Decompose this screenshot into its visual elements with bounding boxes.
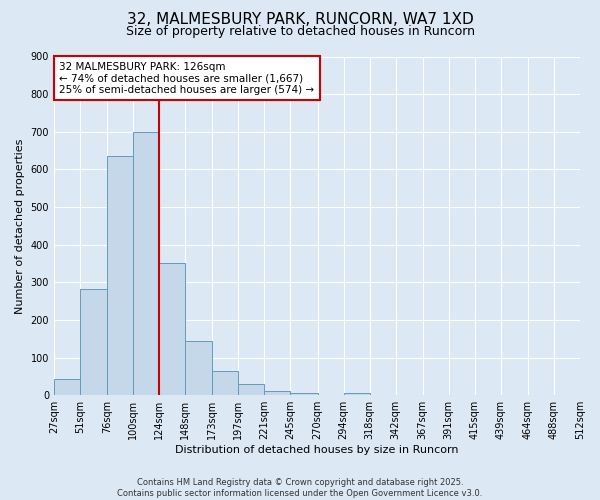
- Bar: [185, 340, 212, 395]
- Bar: [159, 264, 185, 395]
- Text: Contains HM Land Registry data © Crown copyright and database right 2025.
Contai: Contains HM Land Registry data © Crown c…: [118, 478, 482, 498]
- Bar: [54, 379, 80, 395]
- Text: 32, MALMESBURY PARK, RUNCORN, WA7 1XD: 32, MALMESBURY PARK, RUNCORN, WA7 1XD: [127, 12, 473, 28]
- Text: 32 MALMESBURY PARK: 126sqm
← 74% of detached houses are smaller (1,667)
25% of s: 32 MALMESBURY PARK: 126sqm ← 74% of deta…: [59, 62, 314, 95]
- Text: Size of property relative to detached houses in Runcorn: Size of property relative to detached ho…: [125, 25, 475, 38]
- Bar: [238, 384, 265, 395]
- X-axis label: Distribution of detached houses by size in Runcorn: Distribution of detached houses by size …: [175, 445, 459, 455]
- Bar: [133, 132, 159, 395]
- Bar: [290, 394, 317, 395]
- Bar: [265, 392, 290, 395]
- Bar: [107, 156, 133, 395]
- Bar: [212, 372, 238, 395]
- Bar: [80, 288, 107, 395]
- Y-axis label: Number of detached properties: Number of detached properties: [15, 138, 25, 314]
- Bar: [344, 394, 370, 395]
